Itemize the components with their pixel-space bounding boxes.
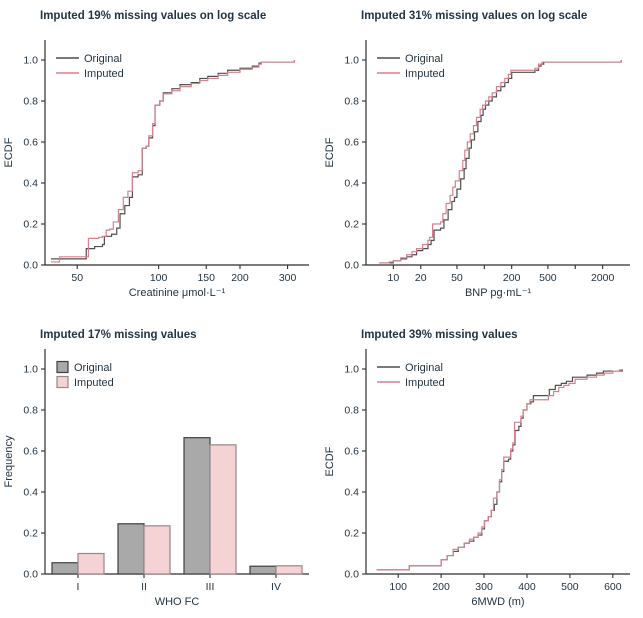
bar-original-IV — [249, 565, 277, 575]
bar-original-I — [51, 562, 79, 575]
y-axis-label: ECDF — [3, 137, 15, 167]
x-tick-label: 300 — [475, 581, 493, 593]
chart-title-whofc: Imputed 17% missing values — [40, 329, 197, 341]
y-tick-label: 0.8 — [23, 96, 38, 108]
x-axis-label: BNP pg·mL⁻¹ — [465, 287, 531, 299]
x-tick-label: 400 — [518, 581, 536, 593]
y-tick-label: 0.6 — [344, 446, 359, 458]
x-tick-label: 100 — [150, 272, 168, 284]
legend-label-original: Original — [74, 362, 112, 374]
x-axis-label: 6MWD (m) — [471, 596, 524, 608]
x-axis-label: WHO FC — [155, 596, 200, 608]
y-tick-label: 1.0 — [344, 364, 359, 376]
legend-label-imputed: Imputed — [74, 377, 114, 389]
bar-imputed-II — [143, 525, 171, 575]
legend-label-original: Original — [84, 53, 122, 65]
ecdf-line-imputed — [379, 60, 622, 264]
legend-label-imputed: Imputed — [405, 377, 445, 389]
x-tick-label: 500 — [561, 581, 579, 593]
ecdf-chart-creatinine: 0.0 0.2 0.4 0.6 0.8 1.0 50 100 150 200 300 Original… — [3, 40, 309, 299]
y-tick-label: 1.0 — [23, 55, 38, 67]
y-tick-label: 0.4 — [23, 178, 38, 190]
y-axis-label: ECDF — [324, 137, 336, 167]
x-tick-label: 50 — [451, 272, 463, 284]
y-tick-label: 0.2 — [344, 528, 359, 540]
legend-label-original: Original — [405, 53, 443, 65]
y-tick-label: 0.0 — [23, 569, 38, 581]
y-tick-label: 0.2 — [344, 219, 359, 231]
x-tick-label: 50 — [71, 272, 83, 284]
y-tick-label: 0.2 — [23, 528, 38, 540]
ecdf-line-original — [51, 60, 296, 260]
bar-imputed-IV — [275, 565, 303, 575]
ecdf-chart-6mwd: 0.0 0.2 0.4 0.6 0.8 1.0 100 200 300 400 500 600 Orig… — [324, 349, 630, 608]
y-tick-label: 0.0 — [344, 260, 359, 272]
x-tick-label: 200 — [503, 272, 521, 284]
y-axis-label: ECDF — [324, 446, 336, 476]
y-tick-label: 0.6 — [23, 446, 38, 458]
bar-chart-whofc: 0.00.20.40.60.81.0I II III IVOriginalImpute… — [3, 349, 309, 608]
x-tick-label: 2000 — [591, 272, 615, 284]
panel-creatinine-ecdf: Imputed 19% missing values on log scale … — [0, 0, 321, 309]
legend-label-imputed: Imputed — [405, 68, 445, 80]
y-axis-label: Frequency — [3, 435, 15, 487]
y-tick-label: 1.0 — [344, 55, 359, 67]
y-tick-label: 0.0 — [23, 260, 38, 272]
x-axis-label: Creatinine μmol·L⁻¹ — [129, 287, 226, 299]
bar-original-III — [183, 437, 211, 575]
ecdf-line-imputed — [376, 369, 623, 571]
legend-swatch-imputed — [56, 375, 69, 389]
ecdf-chart-bnp: 0.0 0.2 0.4 0.6 0.8 1.0 10 20 50 200 500 2000 Origin… — [324, 40, 630, 299]
y-tick-label: 0.4 — [344, 487, 359, 499]
bar-original-II — [117, 523, 145, 575]
legend-label-original: Original — [405, 362, 443, 374]
y-tick-label: 0.4 — [344, 178, 359, 190]
x-tick-label: II — [141, 581, 147, 593]
panel-6mwd-ecdf: Imputed 39% missing values 0.0 0.2 0.4 0.6 0… — [321, 309, 643, 618]
x-tick-label: 200 — [432, 581, 450, 593]
y-tick-label: 1.0 — [23, 364, 38, 376]
x-tick-label: 100 — [389, 581, 407, 593]
panel-bnp-ecdf: Imputed 31% missing values on log scale … — [321, 0, 643, 309]
panel-whofc-bar: Imputed 17% missing values 0.0 0.2 0.4 0.6 0… — [0, 309, 321, 618]
ecdf-line-imputed — [51, 60, 296, 263]
x-tick-label: 20 — [415, 272, 427, 284]
ecdf-line-original — [376, 369, 623, 571]
chart-title-6mwd: Imputed 39% missing values — [361, 329, 518, 341]
bar-imputed-I — [77, 552, 105, 575]
chart-title-creatinine: Imputed 19% missing values on log scale — [40, 10, 267, 22]
y-tick-label: 0.0 — [344, 569, 359, 581]
x-tick-label: 600 — [604, 581, 622, 593]
y-tick-label: 0.6 — [23, 137, 38, 149]
y-tick-label: 0.2 — [23, 219, 38, 231]
legend-swatch-original — [56, 360, 69, 374]
bar-imputed-III — [209, 444, 237, 575]
y-tick-label: 0.4 — [23, 487, 38, 499]
y-tick-label: 0.6 — [344, 137, 359, 149]
chart-title-bnp: Imputed 31% missing values on log scale — [361, 10, 588, 22]
x-tick-label: 10 — [388, 272, 400, 284]
x-tick-label: 300 — [279, 272, 297, 284]
x-tick-label: 150 — [197, 272, 215, 284]
x-tick-label: III — [206, 581, 215, 593]
x-tick-label: 200 — [231, 272, 249, 284]
y-tick-label: 0.8 — [23, 405, 38, 417]
x-tick-label: IV — [271, 581, 281, 593]
x-tick-label: 500 — [539, 272, 557, 284]
legend-label-imputed: Imputed — [84, 68, 124, 80]
y-tick-label: 0.8 — [344, 405, 359, 417]
ecdf-line-original — [379, 60, 622, 264]
x-tick-label: I — [77, 581, 80, 593]
y-tick-label: 0.8 — [344, 96, 359, 108]
